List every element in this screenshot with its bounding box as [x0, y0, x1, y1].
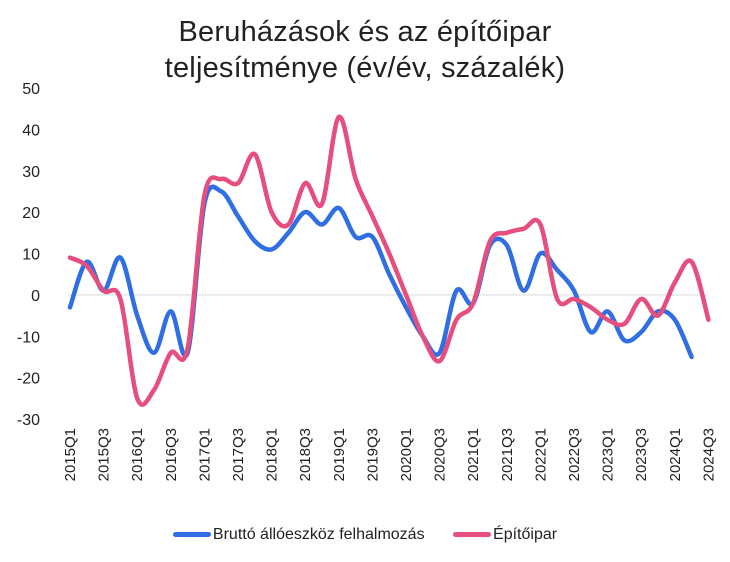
- legend-item-construction: Építőipar: [453, 526, 557, 544]
- x-tick-label: 2023Q3: [633, 428, 650, 481]
- x-tick-label: 2018Q3: [297, 428, 314, 481]
- x-tick-label: 2024Q3: [700, 428, 717, 481]
- x-tick-label: 2016Q1: [129, 428, 146, 481]
- legend: Bruttó állóeszköz felhalmozás Építőipar: [0, 524, 730, 544]
- series-line-construction: [67, 114, 711, 407]
- y-tick-label: -20: [17, 371, 40, 388]
- legend-label-investment: Bruttó állóeszköz felhalmozás: [212, 525, 425, 543]
- legend-item-investment: Bruttó állóeszköz felhalmozás: [172, 525, 425, 544]
- x-tick-label: 2017Q3: [230, 428, 247, 481]
- x-tick-label: 2020Q3: [432, 428, 449, 481]
- y-tick-label: 20: [22, 205, 40, 222]
- y-tick-label: 30: [22, 164, 40, 181]
- x-tick-label: 2019Q3: [364, 428, 381, 481]
- legend-swatch-construction: [453, 532, 492, 537]
- y-tick-label: 50: [22, 81, 40, 98]
- legend-swatch-investment: [172, 532, 211, 537]
- x-tick-label: 2020Q1: [398, 428, 415, 481]
- x-tick-label: 2021Q1: [465, 428, 482, 481]
- x-tick-label: 2015Q1: [62, 428, 79, 481]
- x-tick-label: 2021Q3: [499, 428, 516, 481]
- chart-title-line1: Beruházások és az építőipar: [178, 16, 552, 48]
- y-tick-label: 10: [22, 247, 40, 264]
- y-tick-label: -10: [17, 329, 40, 346]
- x-tick-label: 2018Q1: [264, 428, 281, 481]
- legend-label-construction: Építőipar: [493, 525, 558, 543]
- y-tick-label: -30: [17, 412, 40, 429]
- y-axis: 50 40 30 20 10 0 -10 -20 -30: [17, 81, 40, 429]
- x-tick-label: 2024Q1: [667, 428, 684, 481]
- series-line-investment: [67, 184, 694, 360]
- series-lines: [67, 114, 711, 407]
- x-tick-label: 2023Q1: [600, 428, 617, 481]
- x-axis: 2015Q1 2015Q3 2016Q1 2016Q3 2017Q1 2017Q3 2018…: [62, 428, 717, 481]
- x-tick-label: 2017Q1: [196, 428, 213, 481]
- chart-title-line2: teljesítménye (év/év, százalék): [164, 52, 566, 84]
- x-tick-label: 2019Q1: [331, 428, 348, 481]
- chart-title: Beruházások és az építőipar teljesítmény…: [0, 14, 730, 86]
- y-tick-label: 0: [31, 288, 40, 305]
- y-tick-label: 40: [22, 122, 40, 139]
- x-tick-label: 2015Q3: [96, 428, 113, 481]
- x-tick-label: 2022Q1: [532, 428, 549, 481]
- x-tick-label: 2022Q3: [566, 428, 583, 481]
- x-tick-label: 2016Q3: [163, 428, 180, 481]
